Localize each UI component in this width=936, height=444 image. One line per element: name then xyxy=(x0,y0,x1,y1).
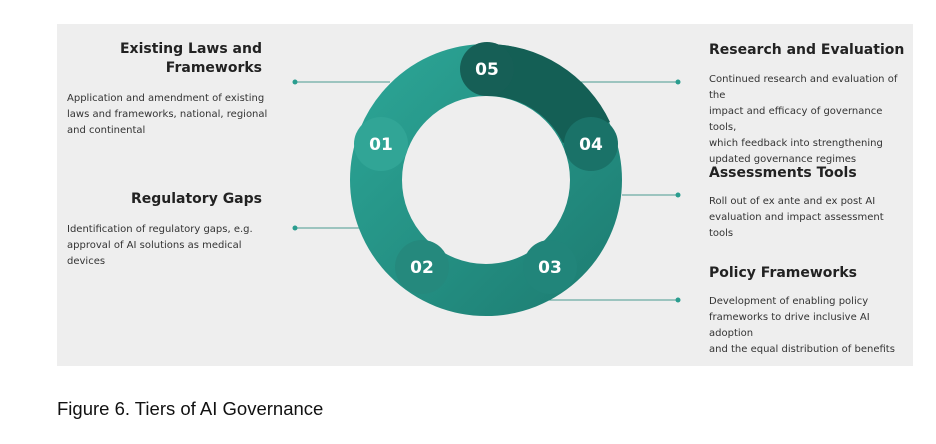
badge-05: 05 xyxy=(460,42,514,96)
tier-03-description: Development of enabling policy framework… xyxy=(709,294,909,358)
badge-05-number: 05 xyxy=(475,60,499,80)
tier-05-desc-line: Continued research and evaluation of the xyxy=(709,74,898,101)
ring-segment-dark xyxy=(486,43,610,143)
tier-05-description: Continued research and evaluation of the… xyxy=(709,72,909,168)
badge-03: 03 xyxy=(523,240,577,294)
badge-04: 04 xyxy=(564,117,618,171)
tier-03-desc-line: frameworks to drive inclusive AI adoptio… xyxy=(709,312,870,339)
connector-lines xyxy=(292,79,681,303)
connector-04-dot xyxy=(675,192,681,198)
tier-04-title-line: Assessments Tools xyxy=(709,165,857,181)
badge-02: 02 xyxy=(395,240,449,294)
tier-03-title-line: Policy Frameworks xyxy=(709,265,857,281)
badge-01: 01 xyxy=(354,117,408,171)
tier-05-title: Research and Evaluation xyxy=(709,41,909,60)
tier-01-description: Application and amendment of existing la… xyxy=(67,91,287,139)
tier-03-title: Policy Frameworks xyxy=(709,264,909,283)
tier-01-title-line: Existing Laws and xyxy=(119,41,262,57)
connector-05-dot xyxy=(675,79,681,85)
tier-02-desc-line: approval of AI solutions as medical xyxy=(67,240,242,251)
badge-03-number: 03 xyxy=(538,258,562,278)
tier-04-desc-line: evaluation and impact assessment tools xyxy=(709,212,884,239)
tier-01-desc-line: laws and frameworks, national, regional xyxy=(67,109,268,120)
tier-02-desc-line: Identification of regulatory gaps, e.g. xyxy=(67,224,253,235)
tier-02-title: Regulatory Gaps xyxy=(100,190,262,209)
connector-02-dot xyxy=(292,225,298,231)
tier-04-desc-line: Roll out of ex ante and ex post AI xyxy=(709,196,876,207)
badge-01-number: 01 xyxy=(369,135,393,155)
tier-05-desc-line: which feedback into strengthening xyxy=(709,138,883,149)
tier-badges: 05 01 04 02 03 xyxy=(354,42,618,294)
tier-05-desc-line: impact and efficacy of governance tools, xyxy=(709,106,883,133)
tier-01-desc-line: Application and amendment of existing xyxy=(67,93,265,104)
tier-05-title-line: Research and Evaluation xyxy=(709,42,905,58)
tier-03-desc-line: Development of enabling policy xyxy=(709,296,869,307)
tier-01-title: Existing Laws and Frameworks xyxy=(100,40,262,78)
badge-04-number: 04 xyxy=(579,135,603,155)
connector-01-dot xyxy=(292,79,298,85)
tier-04-title: Assessments Tools xyxy=(709,164,909,183)
badge-02-number: 02 xyxy=(410,258,434,278)
connector-03-dot xyxy=(675,297,681,303)
tier-05-desc-line: updated governance regimes xyxy=(709,154,857,165)
tier-02-description: Identification of regulatory gaps, e.g. … xyxy=(67,222,287,270)
figure-caption: Figure 6. Tiers of AI Governance xyxy=(57,398,324,419)
tier-01-desc-line: and continental xyxy=(67,125,146,136)
tier-03-desc-line: and the equal distribution of benefits xyxy=(709,344,895,355)
tier-01-title-line: Frameworks xyxy=(165,60,262,76)
tier-02-title-line: Regulatory Gaps xyxy=(130,191,262,207)
tier-04-description: Roll out of ex ante and ex post AI evalu… xyxy=(709,194,909,242)
tier-02-desc-line: devices xyxy=(67,256,106,267)
